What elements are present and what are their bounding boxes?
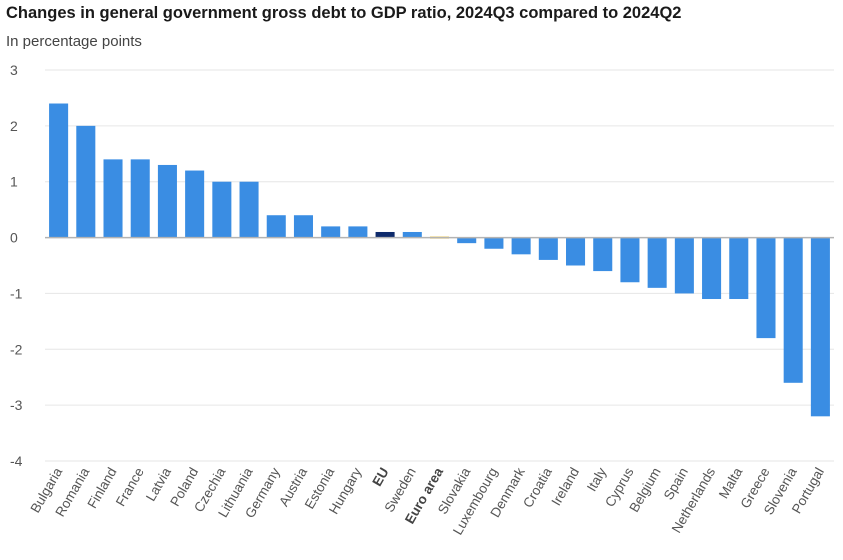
x-category-label: EU bbox=[369, 465, 391, 489]
bar-bulgaria bbox=[49, 103, 69, 238]
x-category-label: Ireland bbox=[549, 465, 583, 508]
bar-czechia bbox=[212, 181, 232, 238]
bar-austria bbox=[293, 215, 313, 238]
bar-latvia bbox=[157, 164, 177, 238]
bar-cyprus bbox=[620, 237, 640, 283]
bar-france bbox=[130, 159, 150, 238]
bar-eu bbox=[375, 231, 395, 238]
bar-denmark bbox=[511, 237, 531, 255]
bar-lithuania bbox=[239, 181, 259, 238]
x-category-label: Italy bbox=[584, 465, 609, 494]
bar-greece bbox=[756, 237, 776, 339]
bar-ireland bbox=[566, 237, 586, 266]
bar-croatia bbox=[538, 237, 558, 260]
bar-slovakia bbox=[457, 237, 477, 244]
bar-belgium bbox=[647, 237, 667, 288]
bar-estonia bbox=[321, 226, 341, 238]
bar-slovenia bbox=[783, 237, 803, 383]
x-axis-labels: BulgariaRomaniaFinlandFranceLatviaPoland… bbox=[27, 465, 827, 538]
bar-portugal bbox=[810, 237, 830, 417]
bar-finland bbox=[103, 159, 123, 238]
y-tick-label: 1 bbox=[10, 174, 18, 190]
bar-germany bbox=[266, 215, 286, 238]
chart-title: Changes in general government gross debt… bbox=[6, 4, 682, 22]
y-axis-ticks: 3 2 1 0 -1 -2 -3 -4 bbox=[10, 62, 23, 469]
bar-sweden bbox=[402, 231, 422, 238]
bar-luxembourg bbox=[484, 237, 504, 249]
y-tick-label: -4 bbox=[10, 453, 23, 469]
y-tick-label: -2 bbox=[10, 341, 23, 357]
y-tick-label: 0 bbox=[10, 230, 18, 246]
y-tick-label: -1 bbox=[10, 285, 23, 301]
bar-italy bbox=[593, 237, 613, 272]
bar-poland bbox=[185, 170, 205, 238]
y-tick-label: 2 bbox=[10, 118, 18, 134]
y-tick-label: -3 bbox=[10, 397, 23, 413]
bar-romania bbox=[76, 125, 96, 238]
y-tick-label: 3 bbox=[10, 62, 18, 78]
bar-spain bbox=[674, 237, 694, 294]
bars bbox=[49, 103, 830, 417]
bar-hungary bbox=[348, 226, 368, 238]
chart-subtitle: In percentage points bbox=[6, 33, 142, 50]
bar-malta bbox=[729, 237, 749, 300]
bar-netherlands bbox=[702, 237, 722, 300]
